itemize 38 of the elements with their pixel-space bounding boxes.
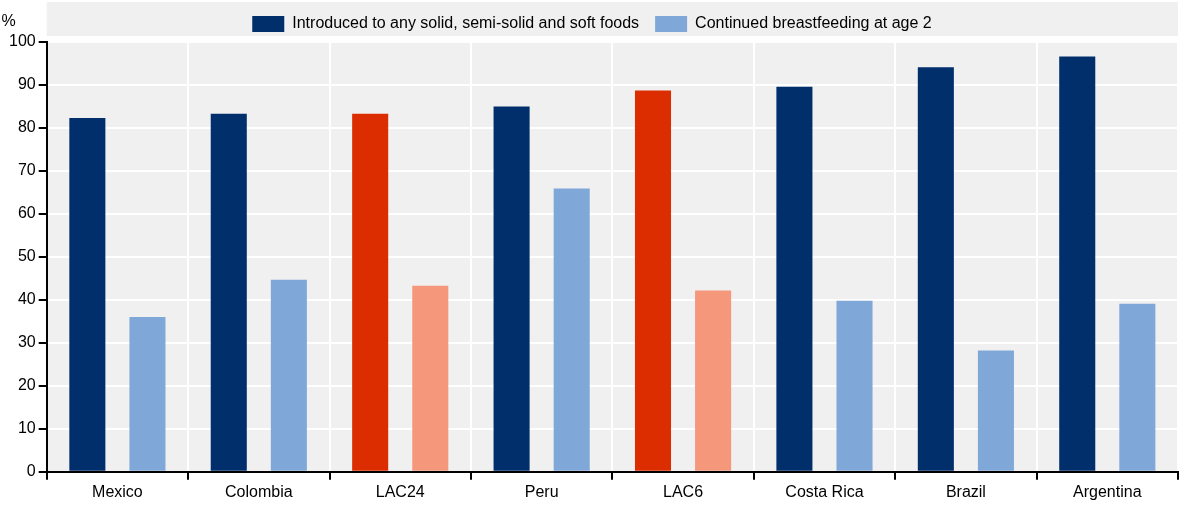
y-tick-label: 80 — [17, 118, 36, 136]
legend-label: Introduced to any solid, semi-solid and soft foods — [292, 14, 640, 32]
x-tick-label: LAC24 — [375, 482, 425, 500]
x-tick-label: LAC6 — [663, 482, 704, 500]
bar — [1059, 56, 1096, 471]
bar — [129, 317, 166, 471]
y-tick-label: 100 — [8, 32, 36, 50]
bar — [776, 86, 813, 471]
bar — [1119, 303, 1156, 471]
bar — [270, 279, 307, 471]
bar — [917, 67, 954, 471]
bar — [352, 113, 389, 471]
y-tick-label: 50 — [17, 247, 36, 265]
x-tick-label: Costa Rica — [785, 482, 864, 500]
x-tick-label: Argentina — [1073, 482, 1142, 500]
x-tick-label: Mexico — [92, 482, 143, 500]
x-tick-label: Colombia — [225, 482, 293, 500]
bar — [695, 290, 732, 471]
bar — [553, 188, 590, 471]
x-tick-label: Brazil — [945, 482, 986, 500]
y-tick-label: 20 — [17, 376, 36, 394]
y-axis-title: % — [1, 12, 16, 30]
bar — [634, 90, 672, 471]
bar — [836, 300, 873, 471]
x-tick-label: Peru — [524, 482, 559, 500]
y-tick-label: 90 — [17, 75, 36, 93]
legend-label: Continued breastfeeding at age 2 — [695, 14, 932, 32]
bar — [493, 106, 530, 471]
y-tick-label: 10 — [17, 419, 36, 437]
y-tick-label: 0 — [26, 462, 36, 480]
bar — [210, 113, 247, 471]
y-tick-label: 60 — [17, 204, 36, 222]
y-tick-label: 40 — [17, 290, 36, 308]
bar — [977, 350, 1014, 471]
bar — [69, 118, 106, 471]
bar — [412, 285, 449, 471]
y-tick-label: 30 — [17, 333, 36, 351]
y-tick-label: 70 — [17, 161, 36, 179]
